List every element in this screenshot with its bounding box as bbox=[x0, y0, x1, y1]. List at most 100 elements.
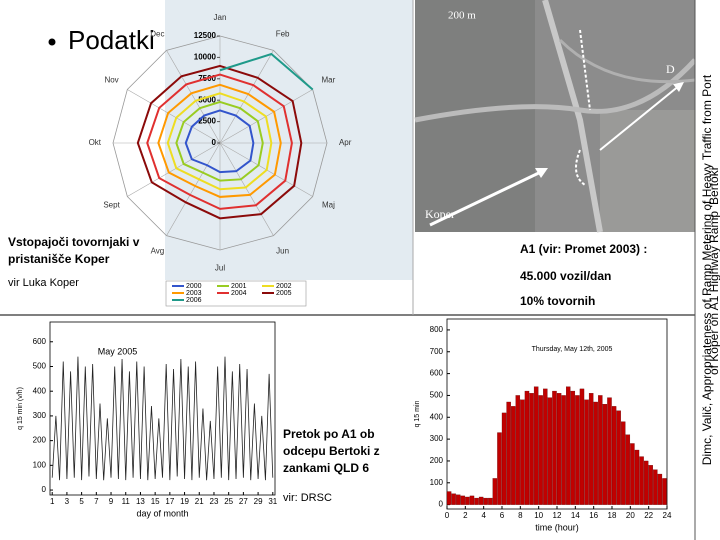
spoke bbox=[127, 89, 221, 144]
y-tick-label: 500 bbox=[33, 362, 47, 371]
x-tick-label: 2 bbox=[463, 511, 468, 520]
x-tick-label: 14 bbox=[571, 511, 580, 520]
slide-title: Podatki bbox=[68, 25, 155, 55]
source: vir: DRSC bbox=[283, 492, 332, 504]
axis-label: Jan bbox=[214, 13, 227, 22]
bar bbox=[483, 497, 488, 505]
bar bbox=[630, 443, 635, 505]
bar bbox=[538, 395, 543, 505]
bar bbox=[570, 390, 576, 505]
x-tick-label: 23 bbox=[210, 497, 219, 506]
bar bbox=[588, 393, 594, 505]
x-tick-label: 12 bbox=[553, 511, 562, 520]
bar bbox=[456, 494, 461, 505]
tick-label: 5000 bbox=[198, 95, 216, 104]
y-tick-label: 500 bbox=[430, 391, 444, 400]
axis-label: Dec bbox=[150, 30, 164, 39]
legend-label: 2006 bbox=[186, 297, 202, 304]
map-label: D bbox=[666, 62, 675, 76]
axis-label: Mar bbox=[322, 76, 336, 85]
axis-label: Avg bbox=[151, 247, 165, 256]
bar bbox=[561, 395, 566, 505]
x-tick-label: 7 bbox=[94, 497, 99, 506]
x-tick-label: 10 bbox=[534, 511, 543, 520]
y-axis-label: q 15 min bbox=[414, 400, 421, 427]
bar bbox=[566, 386, 571, 505]
axis-label: Jul bbox=[215, 263, 225, 272]
x-tick-label: 8 bbox=[518, 511, 523, 520]
x-tick-label: 21 bbox=[195, 497, 204, 506]
bar bbox=[460, 495, 466, 505]
spoke bbox=[127, 142, 221, 197]
bar bbox=[621, 421, 626, 505]
legend-label: 2004 bbox=[231, 290, 247, 297]
y-tick-label: 0 bbox=[439, 500, 444, 509]
caption: A1 (vir: Promet 2003) : bbox=[520, 242, 647, 256]
map-label: Koper bbox=[425, 207, 455, 221]
y-tick-label: 100 bbox=[430, 478, 444, 487]
y-tick-label: 600 bbox=[33, 337, 47, 346]
chart-title: Thursday, May 12th, 2005 bbox=[532, 346, 613, 353]
bar bbox=[648, 465, 653, 505]
series-line bbox=[166, 92, 273, 191]
bar bbox=[607, 397, 612, 505]
x-tick-label: 6 bbox=[500, 511, 505, 520]
axis-label: Apr bbox=[339, 138, 352, 147]
legend-label: 2005 bbox=[276, 290, 292, 297]
source: vir Luka Koper bbox=[8, 277, 79, 289]
axis-label: Jun bbox=[276, 247, 289, 256]
bar bbox=[616, 410, 621, 505]
bar bbox=[643, 460, 649, 505]
bar bbox=[639, 456, 644, 505]
legend-label: 2001 bbox=[231, 283, 247, 290]
caption: 10% tovornih bbox=[520, 294, 595, 308]
axis-label: Okt bbox=[89, 138, 102, 147]
bar bbox=[488, 497, 493, 505]
y-tick-label: 400 bbox=[430, 412, 444, 421]
bullet bbox=[48, 38, 56, 46]
y-tick-label: 600 bbox=[430, 369, 444, 378]
axis-label: Nov bbox=[104, 76, 118, 85]
y-tick-label: 700 bbox=[430, 347, 444, 356]
series-line bbox=[184, 109, 255, 174]
bar bbox=[446, 491, 452, 505]
caption: zankami QLD 6 bbox=[283, 461, 369, 475]
caption: pristanišče Koper bbox=[8, 252, 110, 266]
spoke bbox=[219, 50, 274, 144]
bar bbox=[511, 406, 516, 505]
x-tick-label: 0 bbox=[445, 511, 450, 520]
x-tick-label: 11 bbox=[122, 497, 131, 506]
side-note: Dimc, Valič, Appropriateness of Ramp Met… bbox=[700, 74, 714, 465]
x-tick-label: 29 bbox=[254, 497, 263, 506]
bar bbox=[529, 393, 534, 505]
bar bbox=[524, 390, 530, 505]
bar bbox=[593, 401, 598, 505]
bar bbox=[575, 395, 580, 505]
bar bbox=[520, 399, 525, 505]
x-tick-label: 18 bbox=[608, 511, 617, 520]
bar bbox=[657, 473, 663, 505]
legend-label: 2003 bbox=[186, 290, 202, 297]
bar bbox=[469, 495, 475, 505]
caption: Vstopajoči tovornjaki v bbox=[8, 235, 140, 249]
bar bbox=[465, 496, 470, 505]
series-line bbox=[146, 73, 293, 210]
bar bbox=[552, 390, 557, 505]
x-axis-label: time (hour) bbox=[535, 522, 579, 532]
legend-label: 2002 bbox=[276, 283, 292, 290]
bar bbox=[662, 478, 667, 505]
axis-label: Maj bbox=[322, 201, 335, 210]
series-line bbox=[51, 356, 274, 481]
bar bbox=[653, 469, 658, 505]
y-tick-label: 300 bbox=[430, 434, 444, 443]
y-tick-label: 100 bbox=[33, 460, 47, 469]
x-tick-label: 22 bbox=[644, 511, 653, 520]
radar-background bbox=[165, 0, 413, 280]
side-note: of Koper on A1 Highway Ramp ‘Bertoki’ bbox=[707, 165, 720, 375]
x-tick-label: 9 bbox=[109, 497, 114, 506]
tick-label: 12500 bbox=[194, 31, 217, 40]
bar bbox=[533, 386, 539, 505]
tick-label: 2500 bbox=[198, 117, 216, 126]
bar bbox=[634, 449, 640, 505]
